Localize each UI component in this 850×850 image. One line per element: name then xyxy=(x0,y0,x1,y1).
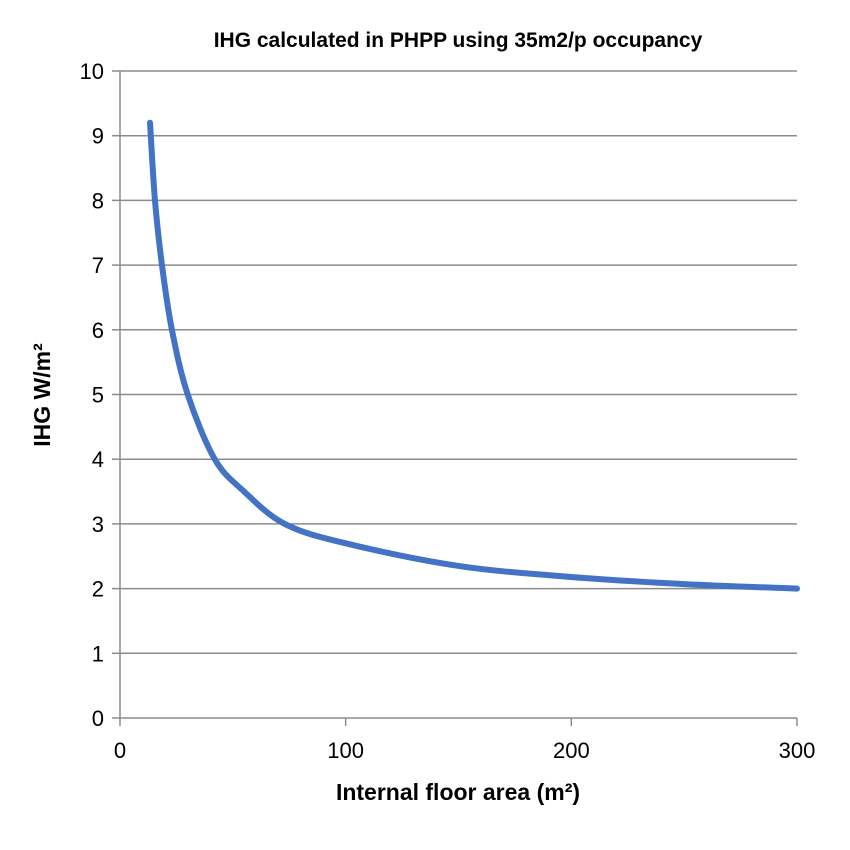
y-axis-label: IHG W/m² xyxy=(29,343,55,447)
y-tick-label: 0 xyxy=(92,706,104,731)
chart-title: IHG calculated in PHPP using 35m2/p occu… xyxy=(214,29,703,52)
x-tick-label: 300 xyxy=(779,738,816,763)
x-tick-label: 100 xyxy=(327,738,364,763)
y-tick-label: 8 xyxy=(92,188,104,213)
y-tick-label: 5 xyxy=(92,383,104,408)
series-line xyxy=(147,119,800,592)
y-tick-label: 10 xyxy=(80,59,104,84)
y-tick-label: 9 xyxy=(92,124,104,149)
y-tick-label: 4 xyxy=(92,447,104,472)
x-axis-label: Internal floor area (m²) xyxy=(336,779,580,805)
y-tick-label: 1 xyxy=(92,641,104,666)
x-tick-label: 0 xyxy=(114,738,126,763)
y-tick-label: 2 xyxy=(92,577,104,602)
x-tick-label: 200 xyxy=(553,738,590,763)
y-tick-label: 3 xyxy=(92,512,104,537)
y-tick-label: 7 xyxy=(92,253,104,278)
y-tick-label: 6 xyxy=(92,318,104,343)
